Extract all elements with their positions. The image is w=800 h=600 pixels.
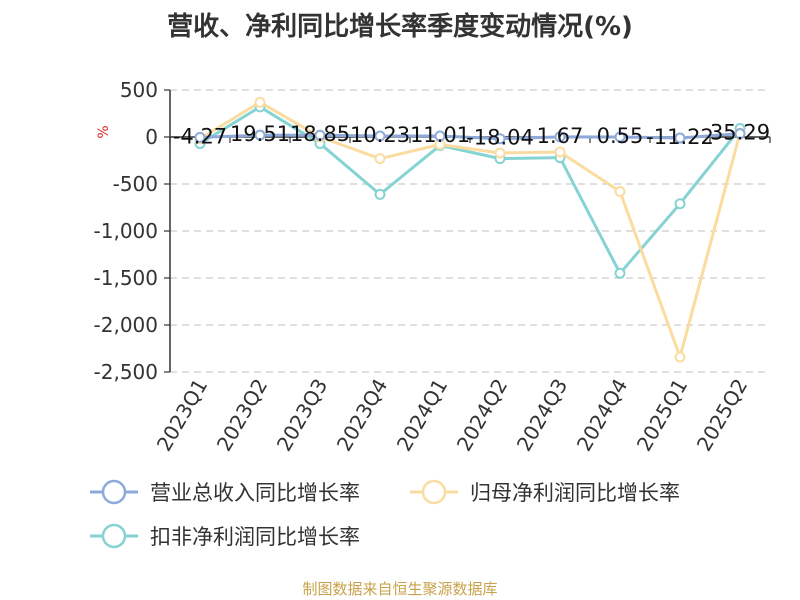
- data-label: 19.51: [230, 122, 290, 146]
- data-label: 10.23: [350, 123, 410, 147]
- x-tick-label: 2024Q2: [452, 375, 512, 456]
- legend-label: 归母净利润同比增长率: [470, 481, 680, 505]
- data-point: [374, 153, 386, 165]
- data-point: [494, 133, 506, 145]
- data-label: 0.55: [597, 124, 644, 148]
- y-tick-label: -2,000: [94, 313, 158, 337]
- data-point: [254, 129, 266, 141]
- y-tick-label: -500: [113, 172, 158, 196]
- chart-title: 营收、净利同比增长率季度变动情况(%): [167, 12, 633, 42]
- data-point: [314, 129, 326, 141]
- data-point: [614, 131, 626, 143]
- data-label: -11.22: [646, 125, 714, 149]
- y-axis-title: %: [96, 125, 112, 138]
- source-note: 制图数据来自恒生聚源数据库: [302, 580, 498, 598]
- data-point: [434, 130, 446, 142]
- x-tick-label: 2024Q4: [572, 375, 632, 456]
- data-point: [554, 131, 566, 143]
- x-tick-label: 2023Q1: [152, 375, 212, 456]
- x-tick-label: 2023Q3: [272, 375, 332, 456]
- data-point: [194, 131, 206, 143]
- x-tick-label: 2023Q4: [332, 375, 392, 456]
- data-label: 18.85: [290, 122, 350, 146]
- data-label: 11.01: [410, 123, 470, 147]
- data-label: -18.04: [466, 126, 534, 150]
- x-tick-label: 2025Q2: [692, 375, 752, 456]
- legend-marker: [421, 479, 447, 505]
- legend-marker: [101, 523, 127, 549]
- y-tick-label: -1,000: [94, 219, 158, 243]
- y-tick-label: -2,500: [94, 360, 158, 384]
- data-point: [494, 147, 506, 159]
- data-label: 35.29: [710, 121, 770, 145]
- series-line: [199, 100, 742, 359]
- data-point: [674, 198, 686, 210]
- data-label: -4.27: [173, 124, 227, 148]
- data-point: [674, 132, 686, 144]
- data-point: [674, 351, 686, 363]
- data-point: [734, 128, 746, 140]
- x-tick-label: 2024Q3: [512, 375, 572, 456]
- data-point: [614, 267, 626, 279]
- data-point: [554, 146, 566, 158]
- legend-marker: [101, 479, 127, 505]
- x-tick-label: 2025Q1: [632, 375, 692, 456]
- x-tick-label: 2024Q1: [392, 375, 452, 456]
- series-line: [199, 132, 741, 141]
- y-tick-label: -1,500: [94, 266, 158, 290]
- data-point: [374, 188, 386, 200]
- x-tick-label: 2023Q2: [212, 375, 272, 456]
- y-tick-label: 500: [120, 78, 158, 102]
- data-label: 1.67: [537, 124, 584, 148]
- data-point: [614, 186, 626, 198]
- y-tick-label: 0: [145, 125, 158, 149]
- series-line: [199, 105, 742, 275]
- legend-label: 营业总收入同比增长率: [150, 481, 360, 505]
- data-point: [374, 130, 386, 142]
- legend-label: 扣非净利润同比增长率: [150, 525, 360, 549]
- data-point: [254, 96, 266, 108]
